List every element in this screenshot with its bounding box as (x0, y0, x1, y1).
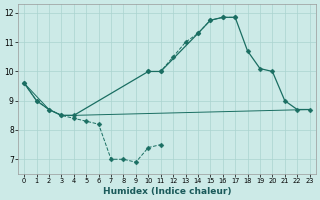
X-axis label: Humidex (Indice chaleur): Humidex (Indice chaleur) (103, 187, 231, 196)
